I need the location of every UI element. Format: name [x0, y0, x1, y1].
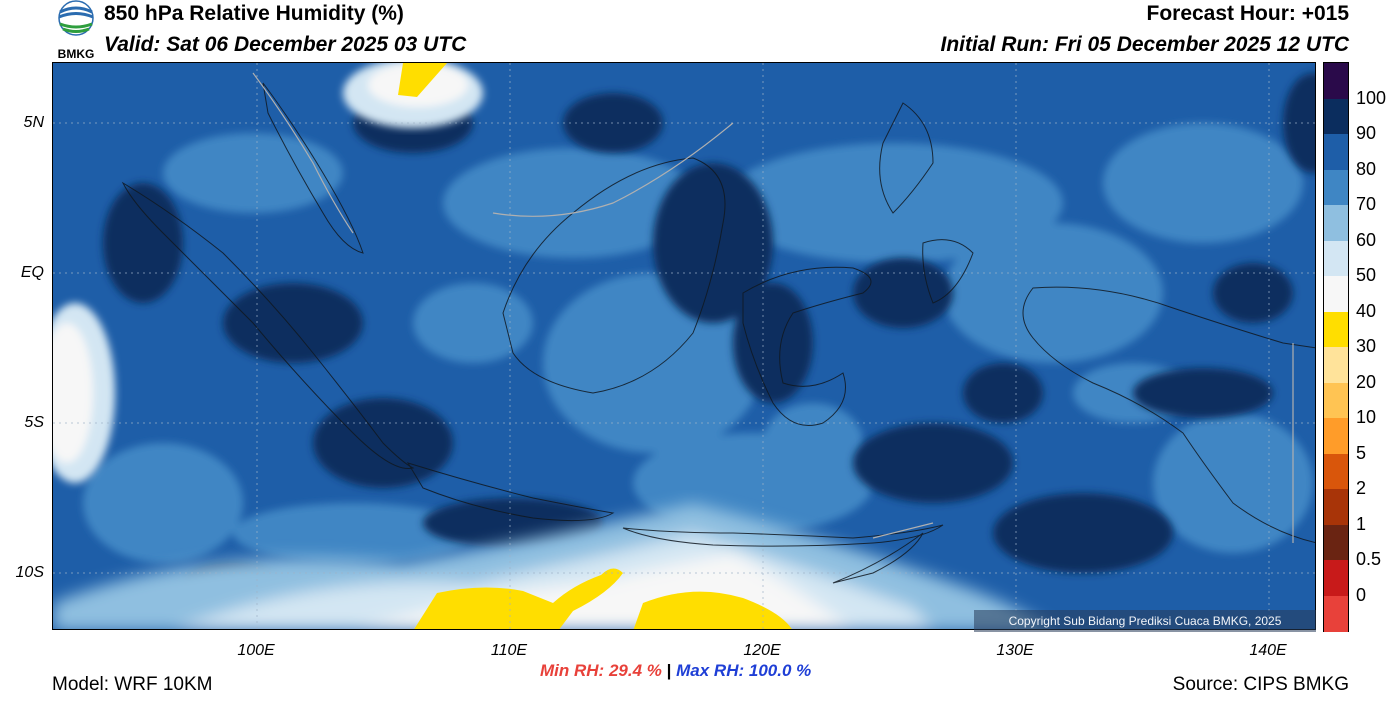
malay-peninsula-coast: [262, 82, 364, 254]
colorbar-segment: [1324, 560, 1348, 596]
nusa-tenggara-coast: [622, 524, 944, 547]
lon-label-100e: 100E: [237, 642, 275, 659]
colorbar-segment: [1324, 276, 1348, 312]
colorbar-segment: [1324, 418, 1348, 454]
colorbar-label: 2: [1356, 478, 1367, 498]
colorbar-label: 80: [1356, 158, 1377, 179]
min-rh-value: 29.4 %: [608, 661, 662, 680]
colorbar-label: 50: [1356, 265, 1377, 285]
max-rh-label: Max RH:: [676, 661, 745, 680]
stats-separator: |: [666, 661, 672, 680]
colorbar-label: 60: [1356, 229, 1377, 250]
colorbar-segment: [1324, 347, 1348, 383]
initial-run: Initial Run: Fri 05 December 2025 12 UTC: [940, 33, 1349, 56]
min-rh-label: Min RH:: [540, 661, 605, 680]
colorbar-label: 70: [1356, 194, 1377, 214]
colorbar-segment: [1324, 98, 1348, 135]
maluku-coast: [922, 239, 974, 304]
lon-label-110e: 110E: [490, 642, 528, 659]
colorbar-label: 40: [1356, 300, 1377, 321]
sumatra-coast: [121, 181, 415, 470]
copyright-note: Copyright Sub Bidang Prediksi Cuaca BMKG…: [974, 610, 1316, 632]
lat-label-5s: 5S: [24, 414, 44, 431]
lat-label-eq: EQ: [20, 264, 44, 281]
colorbar-segment: [1324, 134, 1348, 170]
country-borders: [252, 72, 1294, 543]
colorbar-label: 20: [1356, 371, 1377, 392]
lon-label-120e: 120E: [743, 642, 781, 659]
coastlines: [121, 82, 1315, 584]
colorbar: [1323, 62, 1349, 632]
colorbar-segment: [1324, 311, 1348, 348]
colorbar-label: 30: [1356, 336, 1377, 356]
svg-text:BMKG: BMKG: [58, 47, 95, 60]
colorbar-label: 100: [1356, 87, 1387, 108]
colorbar-segment: [1324, 63, 1348, 99]
data-source: Source: CIPS BMKG: [1172, 674, 1349, 695]
sulawesi-coast: [742, 266, 872, 426]
chart-title: 850 hPa Relative Humidity (%): [104, 2, 404, 25]
rh-stats: Min RH: 29.4 % | Max RH: 100.0 %: [540, 661, 811, 681]
max-rh-value: 100.0 %: [748, 661, 812, 680]
colorbar-segment: [1324, 382, 1348, 419]
humidity-map: [52, 62, 1316, 630]
colorbar-segment: [1324, 489, 1348, 525]
java-coast: [406, 462, 615, 522]
bmkg-logo: BMKG: [58, 0, 95, 60]
timor-coast: [832, 532, 924, 584]
papua-coast: [1022, 286, 1315, 544]
colorbar-segment: [1324, 453, 1348, 490]
yellow-patch-north: [398, 63, 447, 97]
colorbar-label: 0: [1356, 584, 1367, 605]
colorbar-label: 90: [1356, 123, 1377, 143]
lon-label-130e: 130E: [996, 642, 1034, 659]
colorbar-label: 0.5: [1356, 549, 1382, 569]
lon-label-140e: 140E: [1249, 642, 1287, 659]
colorbar-segment: [1324, 240, 1348, 277]
colorbar-segment: [1324, 169, 1348, 206]
dry-region-west: [53, 303, 115, 483]
colorbar-segment: [1324, 205, 1348, 241]
forecast-hour: Forecast Hour: +015: [1146, 2, 1350, 25]
colorbar-label: 5: [1356, 442, 1367, 463]
colorbar-label: 10: [1356, 407, 1377, 427]
lat-label-10s: 10S: [15, 564, 44, 581]
colorbar-segment: [1324, 595, 1348, 632]
lat-label-5n: 5N: [23, 114, 44, 131]
valid-time: Valid: Sat 06 December 2025 03 UTC: [104, 33, 467, 56]
colorbar-label: 1: [1356, 513, 1367, 534]
philippines-coast: [879, 102, 934, 214]
colorbar-segment: [1324, 524, 1348, 561]
yellow-patch-south: [414, 568, 792, 629]
model-name: Model: WRF 10KM: [52, 674, 213, 695]
gridlines: [53, 63, 1315, 629]
map-canvas: [53, 63, 1315, 629]
